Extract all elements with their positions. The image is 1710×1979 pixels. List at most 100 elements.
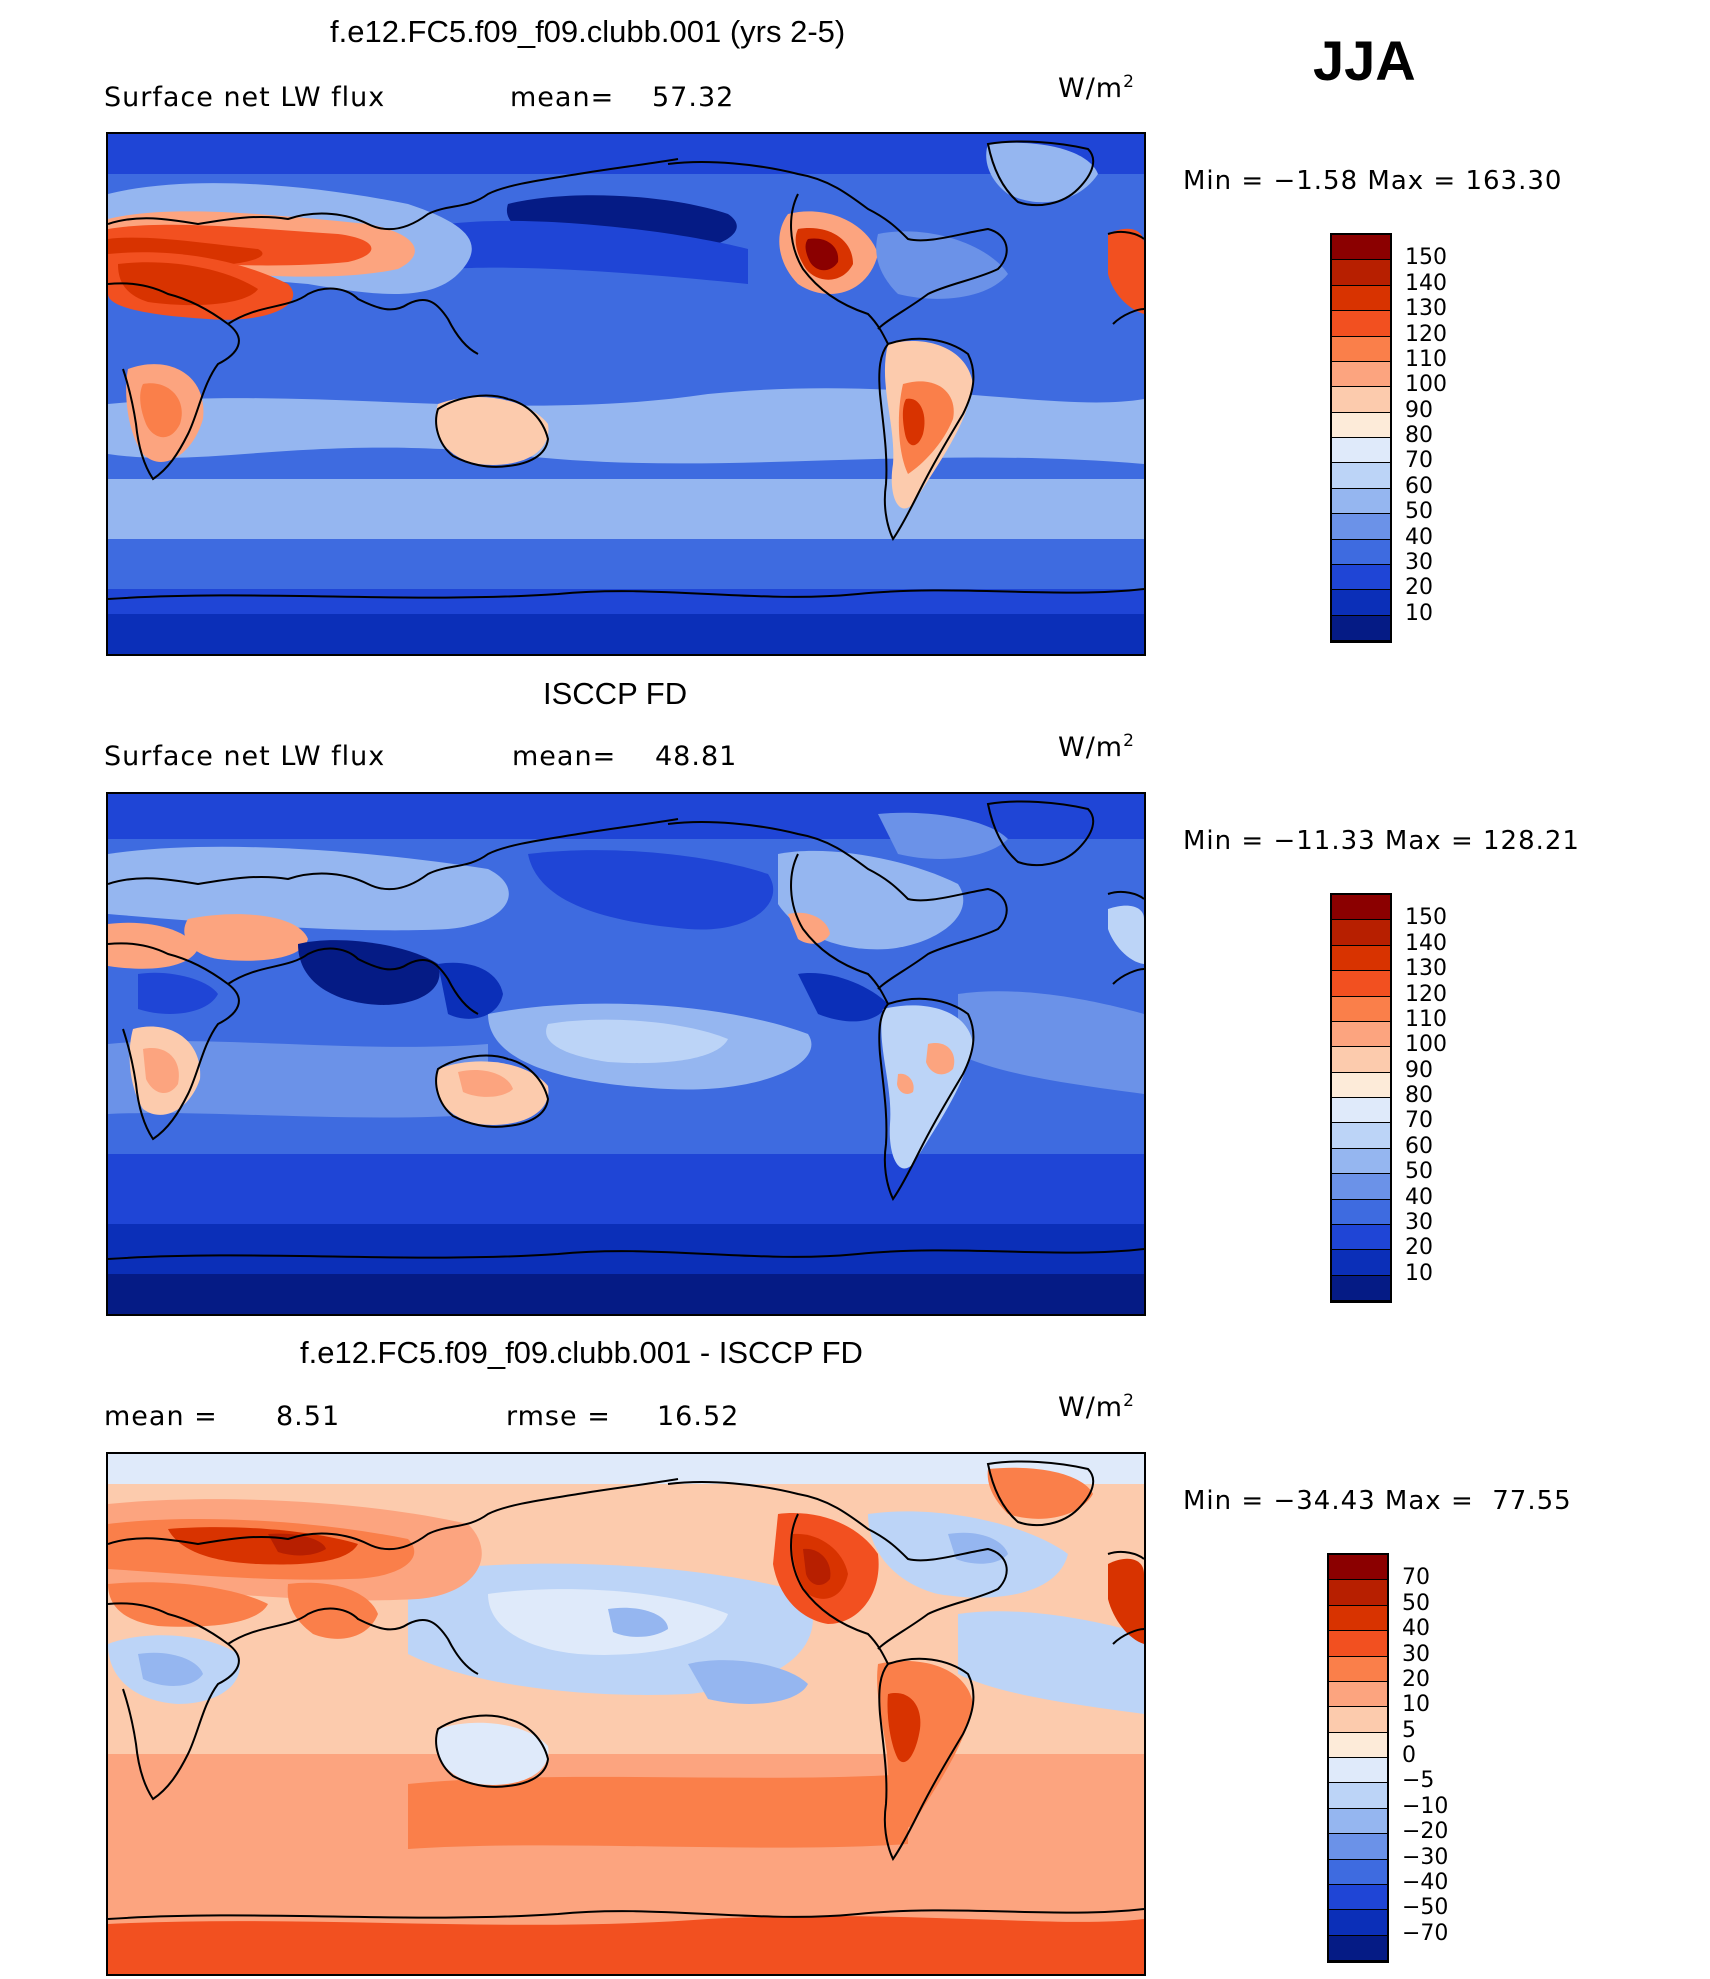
colorbar-label: 150 [1405, 245, 1447, 271]
panel-1-mean-label: mean= [510, 82, 615, 113]
colorbar-label: 20 [1402, 1666, 1430, 1692]
colorbar-swatch [1332, 463, 1390, 489]
units-exponent: 2 [1123, 1391, 1135, 1411]
colorbar-swatch [1332, 311, 1390, 337]
colorbar-label: 120 [1405, 321, 1447, 347]
colorbar-swatch [1332, 920, 1390, 946]
colorbar-label: 50 [1405, 1159, 1433, 1185]
panel-1-title: f.e12.FC5.f09_f09.clubb.001 (yrs 2-5) [330, 14, 846, 49]
colorbar-swatch [1332, 1148, 1390, 1175]
panel-3-minmax: Min = −34.43 Max = 77.55 [1183, 1486, 1572, 1516]
colorbar-swatch [1332, 1224, 1390, 1251]
units-base: W/m [1058, 1392, 1124, 1423]
colorbar-label: 130 [1405, 296, 1447, 322]
colorbar-label: 40 [1402, 1616, 1430, 1642]
colorbar-label: 30 [1405, 1209, 1433, 1235]
colorbar-label: 50 [1402, 1590, 1430, 1616]
colorbar-label: −30 [1402, 1844, 1449, 1870]
panel-3-title: f.e12.FC5.f09_f09.clubb.001 - ISCCP FD [300, 1335, 863, 1370]
colorbar-label: 120 [1405, 981, 1447, 1007]
colorbar-label: 0 [1402, 1743, 1416, 1768]
panel-3-colorbar [1327, 1553, 1389, 1963]
colorbar-label: 30 [1405, 549, 1433, 575]
panel-2-units: W/m2 [1058, 731, 1135, 763]
colorbar-swatch [1332, 235, 1390, 261]
colorbar-label: 110 [1405, 1006, 1447, 1032]
season-label: JJA [1313, 29, 1416, 92]
panel-2-map [106, 792, 1146, 1316]
panel-1-variable-label: Surface net LW flux [104, 82, 386, 113]
panel-1-colorbar [1330, 233, 1392, 643]
colorbar-swatch [1329, 1631, 1387, 1657]
panel-1-minmax: Min = −1.58 Max = 163.30 [1183, 166, 1563, 196]
colorbar-swatch [1332, 564, 1390, 591]
colorbar-swatch [1329, 1605, 1387, 1632]
panel-2-colorbar [1330, 893, 1392, 1303]
colorbar-label: 130 [1405, 956, 1447, 982]
colorbar-swatch [1332, 1199, 1390, 1225]
units-exponent: 2 [1123, 731, 1135, 751]
units-base: W/m [1058, 73, 1124, 104]
colorbar-swatch [1329, 1783, 1387, 1809]
colorbar-swatch [1332, 387, 1390, 413]
colorbar-label: 60 [1405, 1133, 1433, 1159]
colorbar-swatch [1332, 336, 1390, 362]
colorbar-label: 50 [1405, 499, 1433, 525]
colorbar-swatch [1332, 361, 1390, 388]
colorbar-label: 30 [1402, 1641, 1430, 1667]
panel-3-mean-value: 8.51 [276, 1401, 341, 1432]
colorbar-swatch [1332, 1072, 1390, 1098]
colorbar-label: 10 [1405, 600, 1433, 626]
colorbar-label: 100 [1405, 1032, 1447, 1058]
colorbar-swatch [1329, 1834, 1387, 1860]
colorbar-label: 70 [1405, 1108, 1433, 1134]
colorbar-swatch [1329, 1935, 1387, 1961]
colorbar-swatch [1332, 1123, 1390, 1149]
colorbar-swatch [1329, 1656, 1387, 1682]
panel-2-variable-label: Surface net LW flux [104, 741, 386, 772]
colorbar-label: 60 [1405, 473, 1433, 499]
units-base: W/m [1058, 732, 1124, 763]
colorbar-label: 140 [1405, 930, 1447, 956]
colorbar-label: 10 [1402, 1692, 1430, 1718]
colorbar-label: 40 [1405, 524, 1433, 550]
colorbar-swatch [1332, 1250, 1390, 1276]
panel-1-units: W/m2 [1058, 72, 1135, 104]
colorbar-swatch [1332, 285, 1390, 312]
colorbar-label: −20 [1402, 1819, 1449, 1845]
panel-3-mean-label: mean = [104, 1401, 218, 1432]
colorbar-label: −50 [1402, 1895, 1449, 1921]
colorbar-swatch [1332, 260, 1390, 286]
colorbar-swatch [1332, 615, 1390, 641]
colorbar-label: 5 [1402, 1717, 1416, 1743]
panel-2-title: ISCCP FD [543, 676, 688, 711]
colorbar-swatch [1332, 1174, 1390, 1200]
panel-1-colorbar-labels: 150 140 130 120 110 100 90 80 70 60 50 40 30 20 10 [1405, 233, 1505, 643]
colorbar-label: 90 [1405, 397, 1433, 423]
colorbar-swatch [1329, 1681, 1387, 1708]
panel-1-map [106, 132, 1146, 656]
colorbar-swatch [1332, 590, 1390, 616]
colorbar-swatch [1332, 996, 1390, 1022]
colorbar-label: 140 [1405, 270, 1447, 296]
colorbar-label: 80 [1405, 423, 1433, 448]
panel-3-colorbar-labels: 70 50 40 30 20 10 5 0 −5 −10 −20 −30 −40 −50 −70 [1402, 1553, 1502, 1963]
colorbar-label: −5 [1402, 1768, 1435, 1794]
colorbar-swatch [1332, 945, 1390, 972]
colorbar-label: −40 [1402, 1869, 1449, 1895]
colorbar-label: 100 [1405, 372, 1447, 398]
colorbar-label: 40 [1405, 1184, 1433, 1210]
colorbar-label: 20 [1405, 575, 1433, 601]
colorbar-label: 70 [1402, 1565, 1430, 1591]
colorbar-swatch [1329, 1808, 1387, 1835]
colorbar-label: 150 [1405, 905, 1447, 931]
panel-3-rmse-value: 16.52 [657, 1401, 740, 1432]
colorbar-label: 70 [1405, 448, 1433, 474]
colorbar-label: −70 [1402, 1920, 1449, 1946]
colorbar-swatch [1332, 1021, 1390, 1048]
colorbar-swatch [1332, 438, 1390, 464]
colorbar-swatch [1329, 1555, 1387, 1581]
colorbar-swatch [1329, 1910, 1387, 1936]
panel-2-colorbar-labels: 150 140 130 120 110 100 90 80 70 60 50 40 30 20 10 [1405, 893, 1505, 1303]
colorbar-label: 90 [1405, 1057, 1433, 1083]
